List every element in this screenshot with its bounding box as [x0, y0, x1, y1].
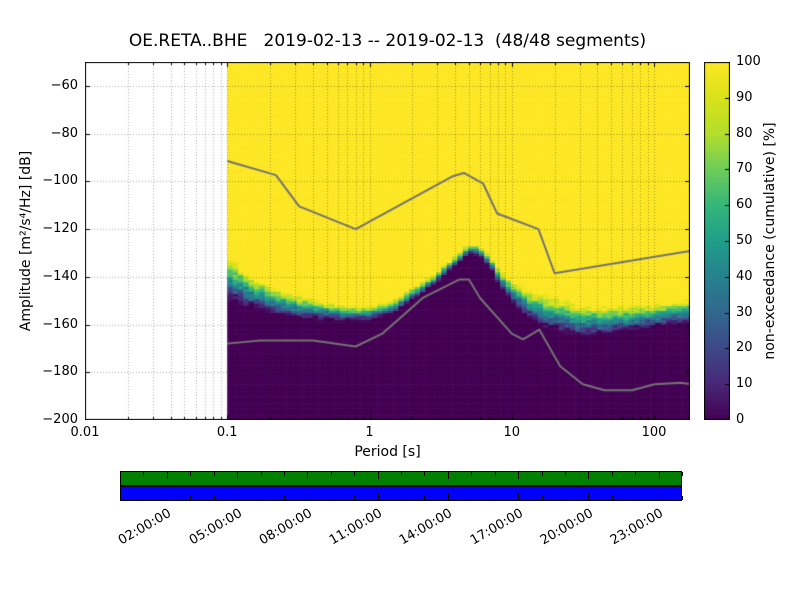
plot-area — [85, 62, 690, 420]
availability-tick — [682, 496, 683, 500]
availability-tick — [471, 496, 473, 500]
availability-tick — [213, 496, 215, 500]
availability-tick — [658, 472, 660, 479]
time-tick-label: 02:00:00 — [116, 506, 175, 549]
availability-tick — [166, 493, 168, 500]
colorbar-tick-label: 90 — [736, 89, 753, 105]
time-tick-label: 05:00:00 — [186, 506, 245, 549]
availability-tick — [307, 472, 309, 479]
availability-tick — [354, 496, 356, 500]
availability-tick — [377, 472, 379, 479]
availability-tick — [564, 496, 566, 500]
x-tick-label: 1 — [365, 425, 374, 440]
availability-tick — [518, 493, 520, 500]
y-tick-label: −200 — [42, 412, 78, 427]
colorbar-tick-label: 20 — [736, 340, 753, 356]
availability-tick — [120, 496, 121, 500]
time-tick-label: 14:00:00 — [397, 506, 456, 549]
availability-tick — [377, 493, 379, 500]
availability-tick — [213, 472, 215, 476]
availability-tick — [424, 472, 426, 476]
colorbar-tick-label: 100 — [736, 54, 761, 69]
availability-tick — [424, 496, 426, 500]
colorbar-tick-label: 10 — [736, 376, 753, 392]
y-tick-label: −120 — [42, 221, 78, 237]
availability-tick — [682, 472, 683, 476]
availability-tick — [564, 472, 566, 476]
availability-tick — [143, 472, 145, 476]
availability-tick — [541, 496, 543, 500]
colorbar-tick-label: 30 — [736, 304, 753, 320]
colorbar — [704, 62, 730, 420]
colorbar-tick-label: 60 — [736, 197, 753, 213]
x-tick-label: 0.01 — [70, 425, 100, 440]
availability-tick — [658, 493, 660, 500]
colorbar-tick-label: 50 — [736, 233, 753, 248]
y-tick-label: −100 — [42, 173, 78, 189]
availability-tick — [190, 472, 192, 476]
ppsd-heatmap-canvas — [85, 62, 690, 420]
chart-title: OE.RETA..BHE 2019-02-13 -- 2019-02-13 (4… — [128, 31, 647, 51]
availability-tick — [447, 493, 449, 500]
colorbar-tick-label: 40 — [736, 268, 753, 284]
availability-tick — [354, 472, 356, 476]
x-axis-label: Period [s] — [354, 444, 421, 460]
availability-tick — [588, 472, 590, 479]
y-tick-label: −160 — [42, 316, 78, 332]
availability-tick — [401, 472, 402, 476]
availability-tick — [471, 472, 473, 476]
availability-tick — [330, 496, 332, 500]
availability-tick — [260, 496, 262, 500]
time-tick-label: 08:00:00 — [256, 506, 315, 549]
availability-tick — [541, 472, 543, 476]
availability-tick — [635, 496, 637, 500]
availability-tick — [611, 472, 613, 476]
availability-tick — [237, 472, 239, 479]
availability-tick — [611, 496, 613, 500]
availability-tick — [447, 472, 449, 479]
colorbar-tick-label: 70 — [736, 161, 753, 177]
availability-tick — [401, 496, 402, 500]
availability-tick — [494, 496, 496, 500]
availability-tick — [143, 496, 145, 500]
x-tick-label: 0.1 — [216, 425, 238, 440]
availability-tick — [120, 472, 121, 476]
availability-tick — [166, 472, 168, 479]
availability-tick — [494, 472, 496, 476]
availability-tick — [283, 472, 285, 476]
availability-tick — [518, 472, 520, 479]
colorbar-label: non-exceedance (cumulative) [%] — [762, 122, 778, 360]
availability-tick — [237, 493, 239, 500]
availability-tick — [260, 472, 262, 476]
x-tick-label: 100 — [641, 425, 667, 440]
colorbar-canvas — [704, 62, 730, 420]
time-tick-label: 17:00:00 — [467, 506, 526, 549]
y-tick-label: −140 — [42, 268, 78, 284]
time-tick-label: 20:00:00 — [537, 506, 596, 549]
x-tick-label: 10 — [503, 425, 521, 440]
colorbar-tick-label: 0 — [736, 412, 745, 427]
y-tick-label: −60 — [50, 77, 78, 93]
y-tick-label: −180 — [42, 364, 78, 380]
y-tick-label: −80 — [50, 125, 78, 141]
availability-tick — [588, 493, 590, 500]
colorbar-tick-label: 80 — [736, 125, 753, 141]
time-tick-label: 11:00:00 — [327, 506, 386, 549]
time-tick-label: 23:00:00 — [608, 506, 667, 549]
availability-tick — [283, 496, 285, 500]
availability-tick — [635, 472, 637, 476]
availability-tick — [307, 493, 309, 500]
availability-tick — [190, 496, 192, 500]
availability-tick — [330, 472, 332, 476]
